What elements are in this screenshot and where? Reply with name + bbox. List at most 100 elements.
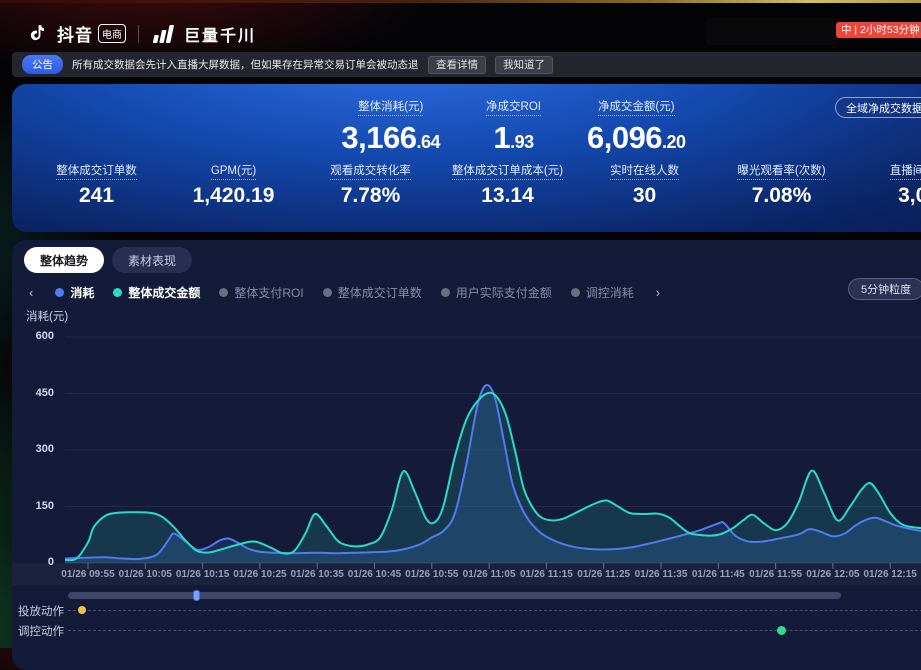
ecommerce-badge: 电商 [98, 24, 126, 43]
secondary-stat: 观看成交转化率 7.78% [302, 162, 439, 206]
brand-divider [138, 24, 139, 43]
primary-stat: 净成交ROI 1.93 [486, 98, 541, 153]
stat-value: 30 [632, 184, 657, 207]
stat-int: 3,166 [341, 120, 417, 155]
secondary-stat: 直播间整体 3,09 [850, 162, 921, 206]
action-marker-dot[interactable] [776, 625, 786, 635]
action-marker-dot[interactable] [78, 606, 87, 614]
stat-label: 观看成交转化率 [302, 162, 439, 180]
stat-label: 整体消耗(元) [341, 98, 440, 116]
x-tick-label: 01/26 10:15 [175, 569, 230, 580]
y-tick-label: 600 [35, 330, 54, 342]
primary-stat: 整体消耗(元) 3,166.64 [341, 98, 441, 153]
series-area-整体成交金额 [65, 392, 921, 563]
legend-label: 调控消耗 [585, 286, 634, 300]
y-tick-label: 0 [47, 556, 54, 568]
y-tick-label: 150 [35, 499, 54, 512]
stat-label: 曝光观看率(次数) [713, 162, 850, 180]
x-tick-label: 01/26 11:45 [691, 569, 745, 580]
legend-dot-icon [113, 288, 123, 297]
x-tick-label: 01/26 11:55 [749, 569, 802, 580]
live-duration-badge: 中 | 2小时53分钟 [836, 22, 921, 38]
stat-decimal: .64 [416, 132, 441, 152]
stat-value: 7.08% [751, 184, 812, 207]
stat-int: 6,096 [586, 120, 663, 155]
primary-stat: 净成交金额(元) 6,096.20 [587, 98, 686, 153]
legend-dot-icon [55, 288, 65, 297]
trend-line-chart[interactable] [65, 330, 921, 570]
legend-item[interactable]: 整体支付ROI [219, 284, 304, 301]
granularity-selector[interactable]: 5分钟粒度 [848, 278, 921, 300]
secondary-stats-row: 整体成交订单数 241 GPM(元) 1,420.19 观看成交转化率 7.78% 整体成交… [28, 162, 921, 206]
stat-label: 整体成交订单数 [28, 162, 165, 180]
trend-panel: 整体趋势 素材表现 5分钟粒度 ‹ 消耗 整体成交金额 整体支付ROI 整体成交订单数 用户… [12, 240, 921, 670]
legend-prev-chevron-icon[interactable]: ‹ [26, 285, 36, 300]
x-tick-label: 01/26 12:15 [863, 569, 917, 580]
action-row-label: 投放动作 [18, 606, 64, 618]
x-tick-label: 01/26 10:35 [290, 569, 344, 580]
view-details-button[interactable]: 查看详情 [428, 55, 486, 74]
legend-item[interactable]: 整体成交订单数 [322, 284, 422, 301]
action-row-dashed-line [68, 610, 921, 611]
tab-material-performance[interactable]: 素材表现 [112, 247, 193, 273]
douyin-wordmark: 抖音 [57, 26, 93, 45]
legend-label: 消耗 [70, 286, 95, 300]
header-divider [913, 24, 914, 38]
notice-badge: 公告 [22, 55, 63, 74]
legend-item[interactable]: 调控消耗 [570, 284, 634, 301]
stat-label: 直播间整体 [850, 162, 921, 180]
series-line-消耗 [65, 384, 921, 561]
x-tick-label: 01/26 09:55 [61, 569, 115, 580]
acknowledge-button[interactable]: 我知道了 [495, 55, 553, 74]
legend-next-chevron-icon[interactable]: › [653, 285, 663, 300]
secondary-stat: 整体成交订单成本(元) 13.14 [439, 162, 576, 206]
stat-value: 6,096.20 [587, 122, 686, 153]
masked-region [705, 18, 835, 45]
tab-overall-trend[interactable]: 整体趋势 [24, 247, 105, 273]
legend-dot-icon [570, 288, 580, 297]
legend-item[interactable]: 消耗 [55, 284, 94, 301]
scrollbar-handle[interactable] [192, 590, 200, 601]
legend-label: 用户实际支付金额 [455, 286, 552, 300]
legend-label: 整体成交订单数 [337, 286, 422, 300]
stat-label: 实时在线人数 [576, 162, 713, 180]
douyin-note-icon [30, 25, 44, 41]
trend-tabs: 整体趋势 素材表现 [24, 247, 193, 273]
stat-value: 13.14 [481, 184, 534, 207]
stat-value: 3,09 [898, 184, 921, 207]
series-area-消耗 [65, 385, 921, 563]
x-tick-label: 01/26 10:25 [233, 569, 287, 580]
legend-label: 整体成交金额 [128, 286, 201, 300]
legend-item[interactable]: 整体成交金额 [113, 284, 200, 301]
scope-selector-label: 全域净成交数据 [846, 102, 921, 115]
x-tick-label: 01/26 10:55 [405, 569, 459, 580]
notice-text: 所有成交数据会先计入直播大屏数据，但如果存在异常交易订单会被动态退款，因此本页面… [72, 59, 419, 71]
action-row-dashed-line [68, 630, 921, 631]
y-axis-title: 消耗(元) [26, 311, 69, 323]
brand-logos: 抖音 电商 巨量千川 [30, 21, 256, 46]
timeline-scrollbar[interactable] [68, 590, 841, 601]
legend-label: 整体支付ROI [234, 286, 304, 300]
stat-label: 净成交ROI [486, 98, 541, 116]
x-tick-label: 01/26 10:05 [118, 569, 172, 580]
legend-dot-icon [322, 288, 332, 297]
x-tick-label: 01/26 11:35 [634, 569, 688, 580]
stat-decimal: .93 [510, 132, 534, 152]
stat-int: 1 [493, 120, 511, 155]
secondary-stat: 整体成交订单数 241 [28, 162, 165, 206]
stat-label: GPM(元) [165, 162, 302, 180]
scope-selector-button[interactable]: 全域净成交数据 [835, 97, 921, 118]
x-tick-label: 01/26 11:15 [519, 569, 573, 580]
stat-value: 3,166.64 [341, 122, 440, 153]
stat-decimal: .20 [662, 132, 686, 152]
secondary-stat: GPM(元) 1,420.19 [165, 162, 302, 206]
stat-label: 整体成交订单成本(元) [439, 162, 576, 180]
secondary-stat: 实时在线人数 30 [576, 162, 713, 206]
stat-label: 净成交金额(元) [587, 98, 686, 116]
stats-panel: 全域净成交数据 整体消耗(元) 3,166.64 净成交ROI 1.93 净成交金额(元… [12, 84, 921, 232]
y-tick-label: 450 [35, 386, 54, 399]
legend-dot-icon [440, 288, 450, 297]
legend-item[interactable]: 用户实际支付金额 [440, 284, 552, 301]
legend-dot-icon [219, 288, 229, 297]
stat-value: 7.78% [340, 184, 401, 207]
